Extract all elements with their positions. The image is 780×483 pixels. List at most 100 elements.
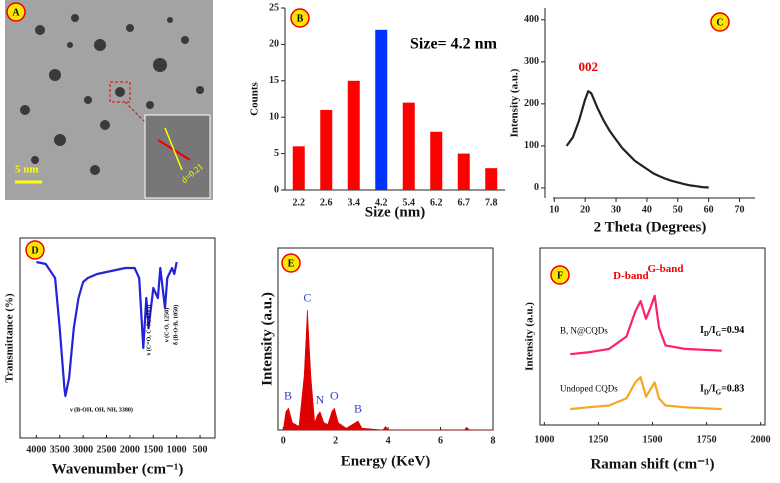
x-tick-label: 2: [333, 435, 338, 446]
ratio-part: /I: [708, 325, 716, 336]
x-axis-label: Wavenumber (cm⁻¹): [52, 461, 184, 477]
x-tick-label: 500: [193, 444, 208, 455]
y-tick-label: 5: [274, 148, 279, 159]
panel-badge: [6, 2, 26, 22]
ratio-part: =0.94: [721, 325, 744, 336]
y-tick-label: 0: [274, 184, 279, 195]
panel-badge: [710, 12, 730, 32]
y-tick-label: 200: [524, 98, 539, 109]
line: [565, 90, 709, 189]
ratio-part: I: [700, 384, 704, 395]
x-tick-label: 2.6: [320, 197, 333, 208]
line: [570, 376, 722, 411]
series-label: B, N@CQDs: [560, 325, 608, 335]
panel-label: C: [716, 17, 723, 28]
x-tick-label: 3.4: [348, 197, 361, 208]
peak-label: N: [316, 392, 325, 406]
x-tick-label: 6.2: [430, 197, 443, 208]
bar: [485, 168, 498, 190]
x-tick-label: 3000: [73, 444, 93, 455]
x-tick-label: 30: [611, 204, 621, 215]
line: [570, 294, 722, 356]
x-tick-label: 40: [642, 204, 652, 215]
zoom-arrow: [124, 101, 149, 126]
annotation: δ (B-O-B, 1050): [173, 305, 180, 345]
annotation: ν (C=O, C=N, 1713): [146, 305, 153, 357]
bar: [347, 80, 360, 190]
x-tick-label: 1500: [143, 444, 163, 455]
tem-panel: d=0.21 5 nm A: [5, 0, 213, 200]
y-tick-label: 300: [524, 56, 539, 67]
ratio-label: ID/IG=0.94: [700, 325, 744, 337]
x-tick-label: 2000: [120, 444, 140, 455]
band-label: G-band: [647, 263, 683, 275]
x-tick-label: 1000: [534, 434, 554, 445]
ratio-label: ID/IG=0.83: [700, 384, 744, 396]
ratio-part: /I: [708, 384, 716, 395]
nanoparticles: [20, 14, 204, 175]
x-axis-label: 2 Theta (Degrees): [594, 219, 707, 235]
x-tick-label: 2000: [751, 434, 771, 445]
panel-badge: [550, 265, 570, 285]
frame: [19, 237, 216, 439]
x-tick-label: 70: [735, 204, 745, 215]
annotation: 002: [578, 59, 598, 74]
ratio-part: I: [700, 325, 704, 336]
peak-label: C: [303, 290, 311, 304]
bar: [320, 109, 333, 190]
bar: [402, 102, 415, 190]
ratio-part: G: [716, 330, 722, 338]
bar: [457, 153, 470, 190]
bar: [292, 146, 305, 190]
x-tick-label: 4.2: [375, 197, 388, 208]
y-tick-label: 0: [534, 182, 539, 193]
x-tick-label: 10: [549, 204, 559, 215]
panel-label: B: [297, 13, 304, 24]
y-tick-label: 100: [524, 140, 539, 151]
annotation: Size= 4.2 nm: [410, 36, 498, 53]
x-tick-label: 1750: [697, 434, 717, 445]
peak-label: O: [330, 389, 339, 403]
y-axis-label: Intensity (a.u.): [509, 68, 521, 137]
x-tick-label: 1000: [167, 444, 187, 455]
y-axis-label: Intensity (a.u.): [259, 292, 275, 386]
panel-badge: [25, 240, 45, 260]
x-tick-label: 4: [386, 435, 391, 446]
y-tick-label: 15: [269, 75, 279, 86]
area: [282, 309, 493, 431]
series-label: Undoped CQDs: [560, 384, 618, 394]
lattice-arrow: [164, 127, 183, 171]
ratio-part: D: [704, 330, 709, 338]
annotation: ν (B-OH, OH, NH, 3380): [69, 406, 133, 413]
y-tick-label: 400: [524, 14, 539, 25]
x-tick-label: 6.7: [458, 197, 471, 208]
x-tick-label: 8: [491, 435, 496, 446]
x-axis-label: Raman shift (cm⁻¹): [590, 456, 714, 472]
y-tick-label: 25: [269, 2, 279, 13]
y-tick-label: 20: [269, 39, 279, 50]
bar: [375, 29, 388, 191]
x-tick-label: 5.4: [403, 197, 416, 208]
y-axis-label: Counts: [249, 81, 261, 115]
x-axis-label: Energy (KeV): [341, 453, 431, 469]
y-axis-label: Transmittance (%): [4, 293, 16, 383]
x-tick-label: 60: [704, 204, 714, 215]
peak-label: B: [284, 389, 292, 403]
ratio-part: D: [704, 388, 709, 396]
x-tick-label: 2500: [97, 444, 117, 455]
x-tick-label: 1500: [643, 434, 663, 445]
x-tick-label: 0: [281, 435, 286, 446]
x-tick-label: 1250: [588, 434, 608, 445]
annotation: ν (C-O, 1250): [163, 308, 170, 343]
y-axis-label: Intensity (a.u.): [524, 302, 536, 371]
x-tick-label: 4000: [26, 444, 46, 455]
panel-label: D: [31, 245, 38, 256]
x-tick-label: 7.8: [485, 197, 498, 208]
panel-badge: [290, 8, 310, 28]
scale-bar-label: 5 nm: [15, 164, 39, 176]
band-label: D-band: [613, 270, 648, 282]
ratio-part: =0.83: [721, 384, 744, 395]
line: [36, 260, 178, 398]
x-tick-label: 3500: [50, 444, 70, 455]
